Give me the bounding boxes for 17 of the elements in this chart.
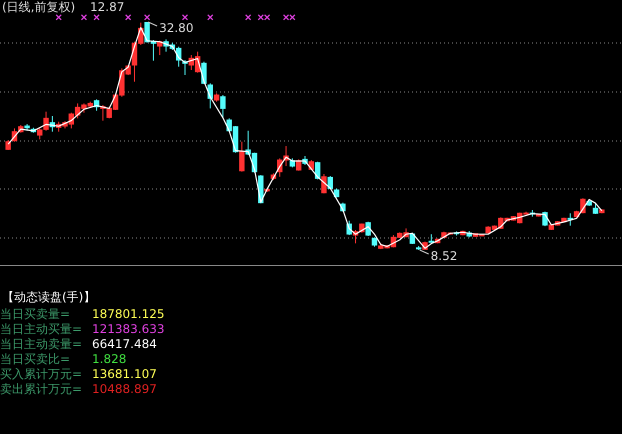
text: 【动态读盘(手)】 (2, 290, 96, 304)
text: 13681.107 (92, 367, 157, 381)
text: 1.828 (92, 352, 126, 366)
text: 66417.484 (92, 337, 157, 351)
annotation: 8.52 (430, 249, 458, 263)
annotation: 32.80 (159, 21, 194, 35)
category-label: 当日买卖比= (0, 352, 70, 366)
text: 187801.125 (92, 307, 165, 321)
category-label: 当日主动卖量= (0, 337, 82, 351)
text: 10488.897 (92, 382, 157, 396)
text: 12.87 (90, 0, 124, 14)
category-label: 卖出累计万元= (0, 382, 82, 396)
category-label: 当日主动买量= (0, 322, 82, 336)
chart-title: (日线,前复权) (2, 0, 76, 14)
category-label: 当日买卖量= (0, 307, 70, 321)
category-label: 买入累计万元= (0, 367, 82, 381)
text: 121383.633 (92, 322, 165, 336)
